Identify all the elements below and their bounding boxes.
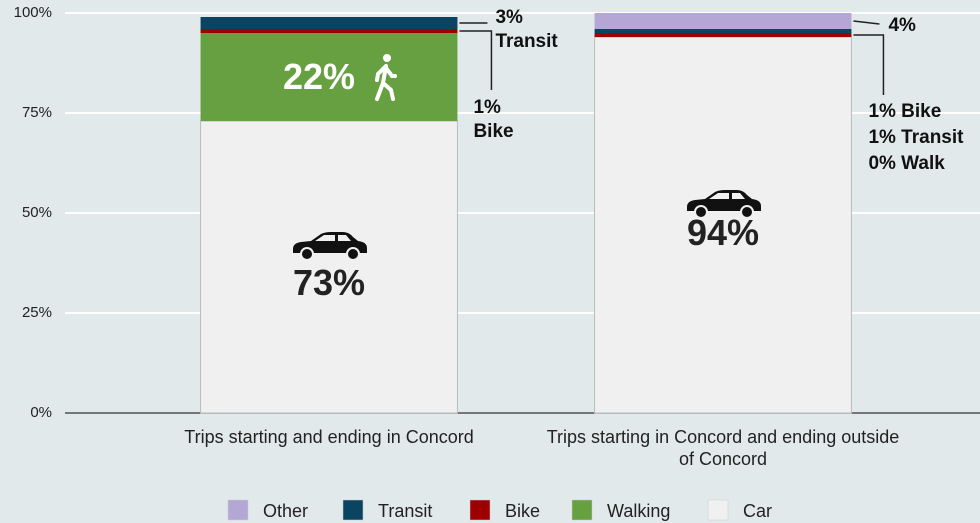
car-window xyxy=(315,235,351,241)
y-tick-label: 50% xyxy=(22,204,52,221)
data-label: 22% xyxy=(282,56,356,97)
car-body xyxy=(293,232,367,253)
y-tick-label: 0% xyxy=(30,404,52,421)
y-tick-label: 75% xyxy=(22,104,52,121)
bar-segment xyxy=(200,33,458,121)
walk-body xyxy=(375,64,397,101)
car-wheel xyxy=(346,247,360,261)
car-wheel xyxy=(300,247,314,261)
bar-segment xyxy=(594,29,852,33)
x-tick-label: Trips starting in Concord and ending out… xyxy=(546,427,900,469)
legend-label: Car xyxy=(743,501,772,521)
car-wheel xyxy=(694,205,708,219)
car-icon xyxy=(687,190,761,219)
bar-segment xyxy=(200,29,458,33)
legend-label: Other xyxy=(263,501,308,521)
car-body xyxy=(687,190,761,211)
car-icon xyxy=(293,232,367,261)
annotation: 1% Bike xyxy=(473,97,514,142)
y-tick-label: 100% xyxy=(14,4,52,21)
bar-segment xyxy=(200,120,458,414)
data-label: 94% xyxy=(686,212,760,253)
annotation: 3% Transit xyxy=(495,7,558,52)
data-label: 73% xyxy=(292,262,366,303)
bar-segment xyxy=(200,17,458,29)
bar-segment xyxy=(594,13,852,29)
annotation: 1% Transit xyxy=(868,127,964,148)
legend-label: Bike xyxy=(505,501,540,521)
bar-segment xyxy=(594,36,852,414)
legend-swatch xyxy=(342,499,364,521)
legend-label: Walking xyxy=(607,501,670,521)
annotation: 4% xyxy=(888,15,916,36)
x-tick-label: Trips starting and ending in Concord xyxy=(184,427,474,447)
walk-head xyxy=(383,54,391,62)
bar-segment xyxy=(594,33,852,37)
legend-swatch xyxy=(469,499,491,521)
car-wheel xyxy=(740,205,754,219)
annotation: 1% Bike xyxy=(868,101,942,122)
leader-line xyxy=(853,34,885,95)
car-window xyxy=(709,193,745,199)
leader-line xyxy=(853,20,880,25)
legend-swatch xyxy=(227,499,249,521)
legend-swatch xyxy=(571,499,593,521)
y-tick-label: 25% xyxy=(22,304,52,321)
walk-icon xyxy=(375,54,397,101)
legend-label: Transit xyxy=(378,501,432,521)
legend-swatch xyxy=(707,499,729,521)
leader-line xyxy=(459,30,493,90)
annotation: 0% Walk xyxy=(868,153,945,174)
